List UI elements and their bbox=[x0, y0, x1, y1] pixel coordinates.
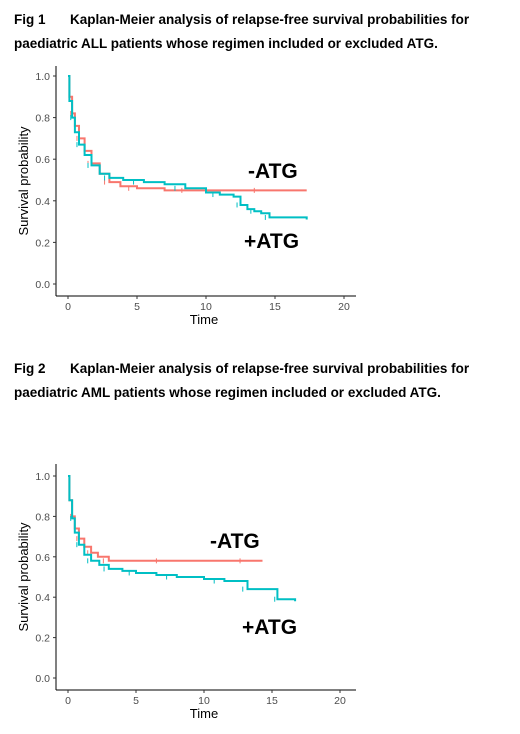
chart-1-y-axis-title: Survival probability bbox=[16, 126, 31, 236]
chart-1-annotation-minus-atg: -ATG bbox=[248, 160, 298, 183]
chart-2-x-tick-label: 10 bbox=[198, 695, 210, 707]
chart-2-y-tick-label: 0.6 bbox=[35, 552, 50, 564]
chart-1-y-tick-label: 0.0 bbox=[35, 279, 50, 291]
chart-1-y-tick-label: 0.6 bbox=[35, 154, 50, 166]
chart-2-y-tick-label: 0.2 bbox=[35, 633, 50, 645]
figure-2-caption: Fig 2 Kaplan-Meier analysis of relapse-fr… bbox=[14, 357, 514, 405]
figure-1-caption-text: Kaplan-Meier analysis of relapse-free su… bbox=[14, 12, 470, 51]
chart-1-x-tick-label: 5 bbox=[134, 301, 140, 313]
figure-2-caption-text: Kaplan-Meier analysis of relapse-free su… bbox=[14, 361, 470, 400]
chart-2-annotation-plus-atg: +ATG bbox=[242, 616, 297, 639]
chart-1-x-tick-label: 20 bbox=[338, 301, 350, 313]
chart-1-annotation-plus-atg: +ATG bbox=[244, 230, 299, 253]
chart-1-x-axis-title: Time bbox=[190, 312, 218, 327]
figure-1-caption: Fig 1 Kaplan-Meier analysis of relapse-fr… bbox=[14, 8, 514, 56]
chart-2-y-tick-label: 0.4 bbox=[35, 592, 50, 604]
chart-1-x-tick-label: 15 bbox=[269, 301, 281, 313]
figure-1-km-chart: 0.0 0.2 0.4 0.6 0.8 1.0 0 5 10 15 20 Time Survival p… bbox=[16, 66, 356, 327]
chart-1-x-tick-label: 0 bbox=[65, 301, 71, 313]
chart-2-x-tick-label: 15 bbox=[266, 695, 278, 707]
chart-1-y-tick-label: 0.8 bbox=[35, 113, 50, 125]
chart-1-series-plus-atg-line bbox=[68, 75, 308, 220]
figure-2-km-chart: 0.0 0.2 0.4 0.6 0.8 1.0 0 5 10 15 20 Time Survival p… bbox=[16, 464, 356, 721]
figure-1-label: Fig 1 bbox=[14, 12, 46, 27]
chart-2-y-tick-label: 0.8 bbox=[35, 511, 50, 523]
chart-2-annotation-minus-atg: -ATG bbox=[210, 530, 260, 553]
chart-1-y-tick-label: 0.4 bbox=[35, 196, 50, 208]
chart-1-y-tick-label: 1.0 bbox=[35, 71, 50, 83]
chart-1-y-tick-label: 0.2 bbox=[35, 237, 50, 249]
chart-2-y-tick-label: 0.0 bbox=[35, 673, 50, 685]
chart-2-x-tick-label: 5 bbox=[133, 695, 139, 707]
figure-2-label: Fig 2 bbox=[14, 361, 46, 376]
chart-2-x-axis-title: Time bbox=[190, 706, 218, 721]
chart-2-series-plus-atg-line bbox=[68, 475, 297, 602]
chart-2-x-tick-label: 0 bbox=[65, 695, 71, 707]
chart-1-x-tick-label: 10 bbox=[200, 301, 212, 313]
chart-2-y-tick-label: 1.0 bbox=[35, 471, 50, 483]
chart-2-y-axis-title: Survival probability bbox=[16, 522, 31, 632]
chart-2-x-tick-label: 20 bbox=[334, 695, 346, 707]
